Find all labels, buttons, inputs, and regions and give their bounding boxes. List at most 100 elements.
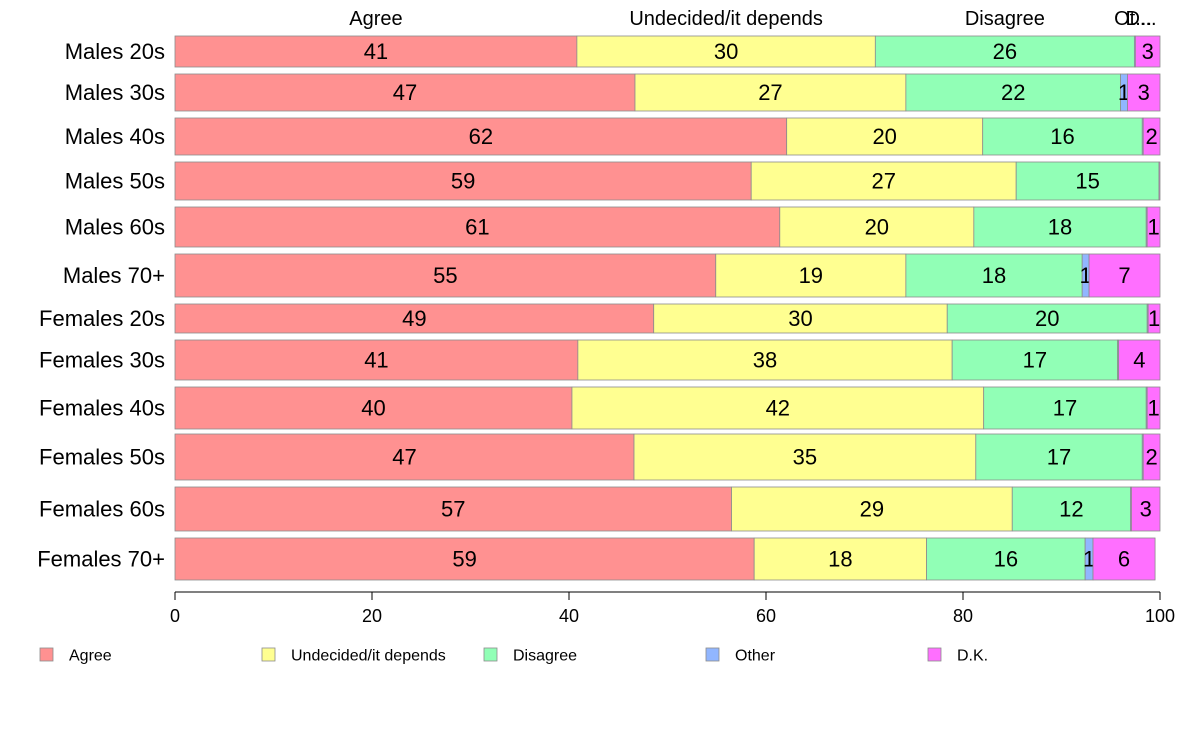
bar-segment xyxy=(1134,35,1161,68)
data-label: 16 xyxy=(994,547,1018,572)
data-label: 12 xyxy=(1059,497,1083,522)
bar-segment xyxy=(786,117,984,156)
bar-segment xyxy=(1127,73,1161,112)
bar-segment xyxy=(750,161,1017,201)
data-label: 27 xyxy=(758,80,782,105)
data-label: 19 xyxy=(799,263,823,288)
bar-segment xyxy=(174,339,579,381)
category-label: Males 30s xyxy=(65,80,165,105)
data-label: 3 xyxy=(1142,39,1154,64)
bar-segment xyxy=(905,73,1121,112)
data-label: 1 xyxy=(1148,306,1160,331)
bar-segment xyxy=(1088,253,1161,298)
bar-segment xyxy=(174,206,781,248)
data-label: 1 xyxy=(1147,215,1159,240)
bar-segment xyxy=(753,537,927,581)
legend-label: Disagree xyxy=(513,648,577,665)
header-label-0: Agree xyxy=(349,8,402,30)
data-label: 18 xyxy=(1048,215,1072,240)
category-label: Males 70+ xyxy=(63,263,165,288)
bar-segment xyxy=(1015,161,1160,201)
category-label: Females 20s xyxy=(39,306,165,331)
data-label: 59 xyxy=(451,169,475,194)
data-label: 2 xyxy=(1146,124,1158,149)
data-label: 15 xyxy=(1075,169,1099,194)
data-label: 16 xyxy=(1050,124,1074,149)
bar-segment xyxy=(1092,537,1156,581)
header-label-3: Ot... xyxy=(1114,8,1152,30)
data-label: 42 xyxy=(766,396,790,421)
legend-label: Agree xyxy=(69,648,112,665)
data-label: 3 xyxy=(1138,80,1150,105)
bar-segment xyxy=(577,339,953,381)
data-label: 40 xyxy=(361,396,385,421)
bar-segment xyxy=(983,386,1147,430)
bar-segment xyxy=(715,253,907,298)
category-label: Males 20s xyxy=(65,39,165,64)
category-label: Females 40s xyxy=(39,396,165,421)
bar-segment xyxy=(1131,486,1161,532)
data-label: 26 xyxy=(993,39,1017,64)
bar-segment xyxy=(174,537,755,581)
data-label: 7 xyxy=(1118,263,1130,288)
data-label: 41 xyxy=(364,348,388,373)
bar-segment xyxy=(174,73,636,112)
bar-segment xyxy=(905,253,1083,298)
data-label: 47 xyxy=(392,445,416,470)
data-label: 27 xyxy=(871,169,895,194)
x-tick-label: 60 xyxy=(756,606,776,626)
data-label: 6 xyxy=(1118,547,1130,572)
category-label: Females 70+ xyxy=(37,547,165,572)
bar-segment xyxy=(174,486,732,532)
header-label-4: D... xyxy=(1125,8,1156,30)
data-label: 55 xyxy=(433,263,457,288)
data-label: 35 xyxy=(793,445,817,470)
x-tick-label: 0 xyxy=(170,606,180,626)
bar-segment xyxy=(779,206,975,248)
bar-segment xyxy=(1142,117,1161,156)
data-label: 41 xyxy=(364,39,388,64)
bar-segment xyxy=(982,117,1143,156)
bar-segment xyxy=(174,253,717,298)
legend-swatch xyxy=(483,647,498,662)
category-label: Females 60s xyxy=(39,497,165,522)
data-label: 18 xyxy=(982,263,1006,288)
category-label: Males 40s xyxy=(65,124,165,149)
data-label: 17 xyxy=(1053,396,1077,421)
data-label: 30 xyxy=(788,306,812,331)
data-label: 20 xyxy=(872,124,896,149)
bar-segment xyxy=(633,433,977,481)
data-label: 20 xyxy=(1035,306,1059,331)
bar-segment xyxy=(174,433,635,481)
bar-segment xyxy=(174,161,752,201)
header-label-1: Undecided/it depends xyxy=(629,8,822,30)
category-label: Females 30s xyxy=(39,348,165,373)
data-label: 29 xyxy=(860,497,884,522)
header-label-2: Disagree xyxy=(965,8,1045,30)
legend-label: Other xyxy=(735,648,776,665)
bar-segment xyxy=(576,35,876,68)
bar-segment xyxy=(1146,386,1161,430)
category-label: Females 50s xyxy=(39,445,165,470)
bar-segment xyxy=(174,303,655,334)
data-label: 22 xyxy=(1001,80,1025,105)
data-label: 59 xyxy=(452,547,476,572)
bar-segment xyxy=(174,386,573,430)
legend-swatch xyxy=(39,647,54,662)
bar-segment xyxy=(1011,486,1131,532)
category-label: Males 50s xyxy=(65,169,165,194)
data-label: 17 xyxy=(1023,348,1047,373)
legend-label: Undecided/it depends xyxy=(291,648,446,665)
legend-swatch xyxy=(261,647,276,662)
data-label: 3 xyxy=(1140,497,1152,522)
bar-segment xyxy=(653,303,948,334)
data-label: 57 xyxy=(441,497,465,522)
data-label: 47 xyxy=(393,80,417,105)
category-label: Males 60s xyxy=(65,215,165,240)
data-label: 38 xyxy=(753,348,777,373)
legend-swatch xyxy=(927,647,942,662)
bar-segment xyxy=(1147,303,1161,334)
data-label: 20 xyxy=(865,215,889,240)
